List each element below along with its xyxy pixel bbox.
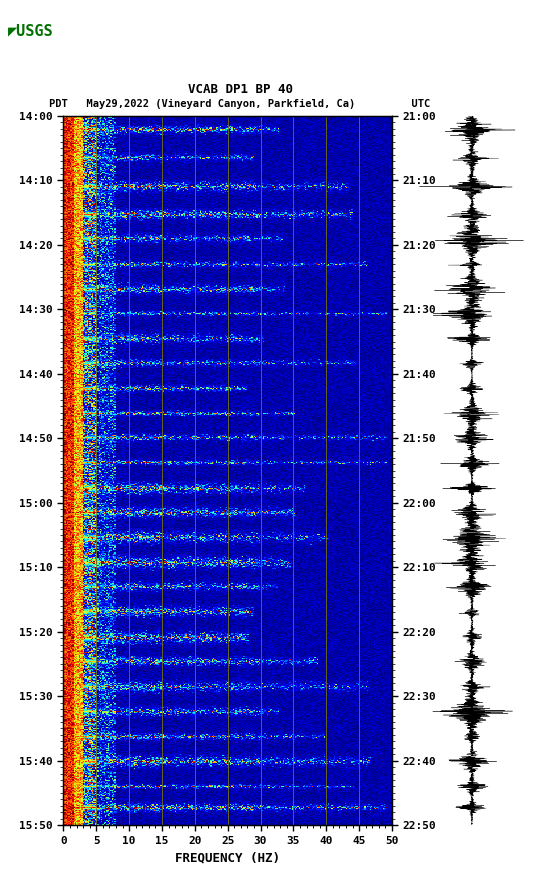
Text: PDT   May29,2022 (Vineyard Canyon, Parkfield, Ca)         UTC: PDT May29,2022 (Vineyard Canyon, Parkfie… — [50, 99, 431, 109]
Text: VCAB DP1 BP 40: VCAB DP1 BP 40 — [188, 83, 293, 96]
Text: ◤USGS: ◤USGS — [8, 24, 54, 38]
X-axis label: FREQUENCY (HZ): FREQUENCY (HZ) — [175, 851, 280, 864]
